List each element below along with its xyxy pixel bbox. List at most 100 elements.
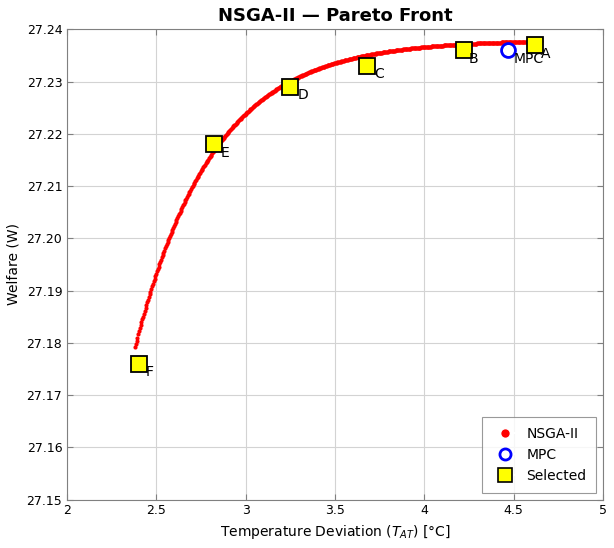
- Point: [249, 101, 259, 110]
- Point: [441, 41, 451, 50]
- Point: [443, 41, 453, 49]
- Point: [192, 174, 201, 183]
- Point: [155, 260, 165, 269]
- Point: [254, 98, 264, 106]
- Point: [511, 38, 521, 47]
- Point: [384, 47, 394, 56]
- Point: [336, 57, 346, 66]
- Point: [362, 51, 372, 60]
- Point: [196, 165, 206, 174]
- Point: [168, 225, 177, 234]
- Point: [518, 37, 527, 46]
- Point: [389, 46, 399, 55]
- Point: [276, 83, 286, 92]
- Point: [273, 84, 283, 93]
- Point: [251, 101, 260, 110]
- Point: [287, 76, 297, 85]
- Point: [427, 42, 437, 51]
- Point: [370, 49, 379, 58]
- Point: [223, 129, 233, 138]
- Point: [371, 49, 381, 58]
- Point: [200, 161, 210, 169]
- Point: [533, 37, 543, 46]
- Point: [418, 43, 427, 52]
- Point: [509, 38, 519, 47]
- Point: [303, 68, 313, 77]
- Point: [243, 107, 253, 116]
- Point: [386, 47, 396, 55]
- Point: [527, 37, 537, 46]
- Point: [156, 255, 166, 264]
- Point: [532, 37, 542, 46]
- Point: [145, 290, 155, 299]
- Point: [164, 233, 174, 242]
- Point: [311, 65, 321, 74]
- Point: [301, 70, 311, 78]
- Point: [371, 49, 381, 58]
- Point: [330, 59, 340, 67]
- Point: [246, 105, 255, 113]
- Point: [367, 50, 376, 59]
- Point: [180, 198, 190, 207]
- Point: [492, 38, 502, 47]
- Point: [362, 51, 371, 60]
- Point: [508, 38, 518, 47]
- Point: [515, 37, 524, 46]
- Point: [208, 149, 217, 158]
- Point: [318, 63, 328, 72]
- Point: [530, 37, 540, 46]
- Point: [480, 39, 490, 48]
- Point: [339, 56, 349, 65]
- Point: [191, 175, 201, 184]
- Point: [210, 146, 220, 155]
- Point: [465, 39, 475, 48]
- Point: [233, 118, 243, 127]
- Point: [437, 41, 446, 50]
- Point: [446, 41, 456, 49]
- Point: [312, 65, 322, 73]
- Point: [474, 39, 484, 48]
- Point: [190, 177, 200, 186]
- Point: [526, 37, 535, 46]
- Point: [266, 89, 276, 98]
- Point: [227, 124, 236, 133]
- Point: [490, 38, 500, 47]
- Point: [327, 60, 337, 68]
- Point: [274, 83, 284, 92]
- Text: D: D: [298, 88, 308, 102]
- Point: [304, 68, 314, 77]
- Point: [222, 129, 231, 138]
- Point: [381, 48, 391, 56]
- Point: [236, 113, 246, 122]
- Point: [491, 38, 501, 47]
- Point: [188, 180, 198, 189]
- Point: [435, 42, 445, 50]
- Point: [529, 37, 539, 46]
- Point: [158, 248, 168, 257]
- Point: [530, 37, 540, 46]
- Point: [424, 42, 433, 51]
- Point: [163, 236, 173, 244]
- Point: [248, 103, 258, 112]
- Point: [169, 221, 179, 230]
- Point: [224, 127, 234, 135]
- Point: [498, 38, 508, 47]
- Point: [135, 324, 145, 333]
- Point: [444, 41, 454, 49]
- Point: [176, 204, 186, 213]
- Point: [394, 45, 404, 54]
- Point: [290, 75, 300, 83]
- Point: [344, 55, 354, 64]
- Point: [158, 250, 168, 259]
- Point: [340, 56, 349, 65]
- Point: [470, 39, 480, 48]
- Point: [313, 65, 323, 73]
- Point: [502, 38, 512, 47]
- Point: [327, 60, 336, 68]
- Point: [301, 69, 311, 78]
- Point: [481, 39, 491, 48]
- Point: [139, 309, 149, 318]
- Point: [419, 43, 429, 52]
- Point: [354, 53, 364, 61]
- Point: [438, 41, 448, 50]
